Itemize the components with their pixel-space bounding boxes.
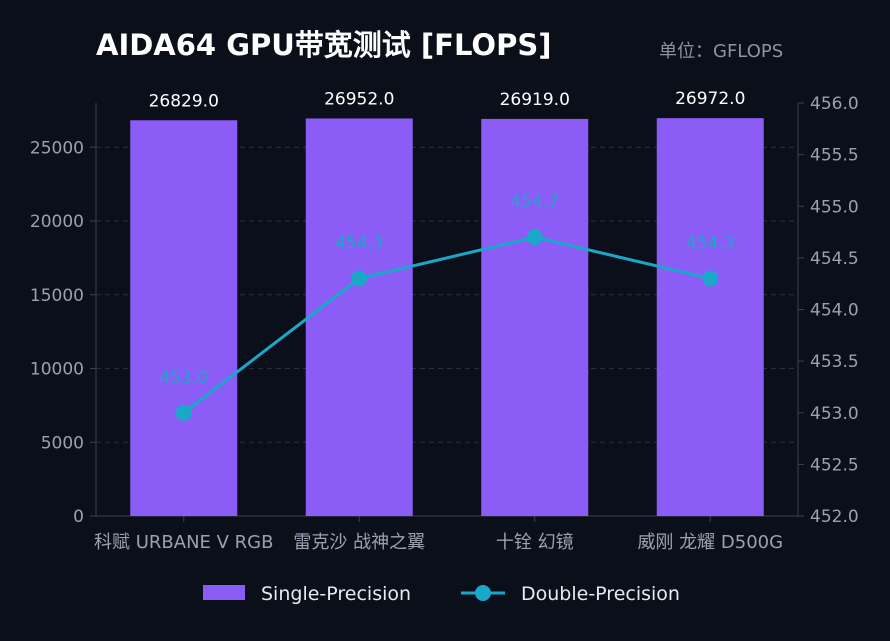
legend-label-single: Single-Precision [261,583,411,605]
x-tick-label: 科赋 URBANE V RGB [94,532,273,553]
y-tick-label-left: 25000 [30,138,84,158]
bar-value-label: 26829.0 [149,91,219,111]
bar-value-label: 26952.0 [324,89,394,109]
y-tick-label-right: 453.5 [810,352,859,372]
line-value-label: 454.3 [335,234,384,254]
line-point [702,270,719,287]
line-value-label: 453.0 [159,368,208,388]
bar [130,120,238,516]
y-tick-label-left: 0 [73,507,84,527]
unit-label: 单位：GFLOPS [659,41,784,62]
y-tick-label-right: 455.5 [810,146,859,166]
y-tick-label-right: 455.0 [810,197,859,217]
line-value-label: 454.7 [510,192,559,212]
y-tick-label-right: 456.0 [810,94,859,114]
legend-swatch-single [203,585,245,600]
chart-title: AIDA64 GPU带宽测试 [FLOPS] [96,28,552,62]
y-tick-label-left: 20000 [30,212,84,232]
line-value-label: 454.3 [686,234,735,254]
y-tick-label-right: 453.0 [810,404,859,424]
legend-swatch-double-marker [475,585,491,601]
line-point [175,404,192,421]
legend-label-double: Double-Precision [521,583,680,605]
y-tick-label-left: 5000 [41,433,84,453]
bar-value-label: 26972.0 [675,89,745,109]
line-point [351,270,368,287]
x-tick-label: 雷克沙 战神之翼 [293,532,425,553]
series-line-double-precision [182,235,711,414]
bar [656,118,764,517]
line-point [526,229,543,246]
y-tick-label-left: 15000 [30,286,84,306]
y-tick-label-right: 454.5 [810,249,859,269]
bar [305,118,413,516]
bar [481,118,589,516]
x-tick-label: 威刚 龙耀 D500G [637,532,783,553]
y-tick-label-right: 452.0 [810,507,859,527]
y-tick-label-right: 452.5 [810,455,859,475]
bar-value-label: 26919.0 [500,90,570,110]
y-tick-label-left: 10000 [30,360,84,380]
y-tick-label-right: 454.0 [810,301,859,321]
x-tick-label: 十铨 幻镜 [496,532,574,553]
